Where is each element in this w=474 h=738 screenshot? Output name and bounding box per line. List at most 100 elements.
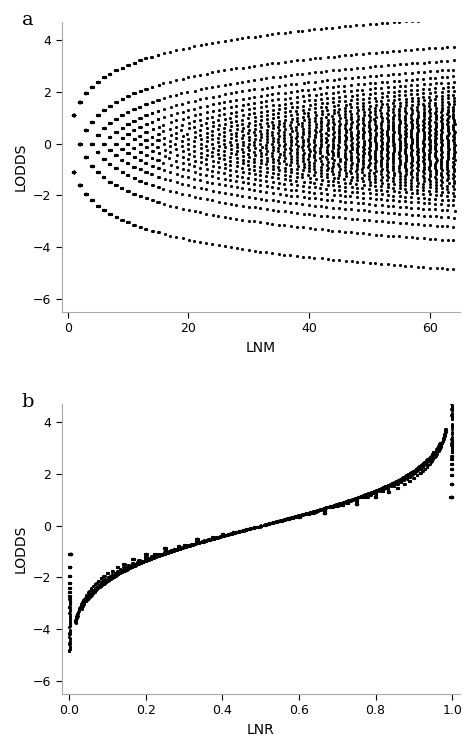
Point bbox=[139, 556, 147, 568]
Point bbox=[192, 536, 200, 548]
Point bbox=[191, 538, 199, 550]
Point bbox=[274, 27, 282, 39]
Point bbox=[185, 234, 192, 246]
Point bbox=[88, 81, 96, 93]
Point bbox=[312, 126, 319, 138]
Point bbox=[100, 577, 108, 589]
Point bbox=[323, 22, 330, 34]
Point bbox=[70, 166, 78, 178]
Point bbox=[76, 138, 83, 150]
Point bbox=[402, 119, 410, 131]
Point bbox=[193, 537, 201, 549]
Point bbox=[84, 592, 92, 604]
Point bbox=[348, 170, 356, 182]
Point bbox=[438, 128, 445, 139]
Point bbox=[377, 158, 385, 170]
Point bbox=[227, 188, 235, 200]
Point bbox=[137, 556, 145, 568]
Point bbox=[258, 520, 265, 531]
Point bbox=[328, 500, 336, 511]
Point bbox=[400, 472, 407, 483]
Point bbox=[70, 109, 77, 121]
Point bbox=[282, 103, 289, 114]
Point bbox=[136, 100, 143, 112]
Point bbox=[342, 140, 349, 152]
Point bbox=[449, 103, 457, 115]
Point bbox=[94, 146, 102, 158]
Point bbox=[257, 520, 265, 531]
Point bbox=[82, 87, 89, 99]
Point bbox=[406, 468, 414, 480]
Point bbox=[450, 136, 457, 148]
Point bbox=[218, 528, 226, 540]
Point bbox=[282, 513, 290, 525]
Point bbox=[448, 478, 456, 490]
Point bbox=[106, 573, 113, 584]
Point bbox=[305, 508, 312, 520]
Point bbox=[414, 44, 421, 55]
Point bbox=[110, 570, 118, 582]
Point bbox=[335, 100, 342, 111]
Point bbox=[227, 143, 235, 155]
Point bbox=[154, 550, 161, 562]
Point bbox=[149, 168, 156, 180]
Point bbox=[372, 18, 380, 30]
Point bbox=[371, 492, 379, 503]
Point bbox=[375, 483, 383, 495]
Point bbox=[100, 123, 108, 134]
Point bbox=[365, 489, 373, 500]
Point bbox=[93, 583, 100, 595]
Point bbox=[449, 156, 456, 168]
Point bbox=[95, 146, 102, 158]
Point bbox=[322, 151, 330, 162]
Point bbox=[76, 179, 83, 191]
Point bbox=[124, 147, 131, 159]
Point bbox=[278, 514, 286, 526]
Point bbox=[264, 109, 271, 121]
Point bbox=[94, 109, 101, 121]
Point bbox=[450, 158, 458, 170]
Point bbox=[250, 146, 258, 158]
Point bbox=[358, 490, 366, 502]
Point bbox=[73, 608, 81, 620]
Point bbox=[176, 540, 183, 552]
Point bbox=[359, 114, 366, 126]
Point bbox=[66, 548, 73, 560]
Point bbox=[347, 139, 355, 151]
Point bbox=[372, 486, 380, 497]
Point bbox=[431, 233, 438, 245]
Point bbox=[173, 543, 181, 555]
Point bbox=[83, 592, 91, 604]
Point bbox=[76, 138, 84, 150]
Point bbox=[447, 492, 455, 503]
Point bbox=[88, 138, 95, 150]
Point bbox=[170, 544, 177, 556]
Point bbox=[371, 113, 378, 125]
Point bbox=[380, 481, 388, 493]
Point bbox=[229, 528, 237, 539]
Point bbox=[389, 118, 396, 130]
Point bbox=[193, 533, 201, 545]
Point bbox=[281, 196, 288, 208]
Point bbox=[311, 146, 319, 158]
Point bbox=[448, 469, 456, 481]
Point bbox=[151, 551, 159, 563]
Point bbox=[143, 554, 151, 566]
Point bbox=[270, 135, 277, 147]
Point bbox=[310, 506, 317, 517]
Point bbox=[70, 109, 77, 121]
Point bbox=[112, 126, 119, 138]
Point bbox=[112, 179, 119, 191]
Point bbox=[425, 452, 433, 464]
Point bbox=[301, 508, 309, 520]
Point bbox=[354, 153, 362, 165]
Point bbox=[320, 505, 328, 517]
Point bbox=[402, 231, 410, 243]
Point bbox=[407, 150, 415, 162]
Point bbox=[241, 524, 248, 536]
Point bbox=[354, 125, 362, 137]
Point bbox=[130, 218, 138, 230]
Point bbox=[103, 568, 111, 579]
Point bbox=[245, 131, 252, 143]
Point bbox=[91, 583, 99, 595]
